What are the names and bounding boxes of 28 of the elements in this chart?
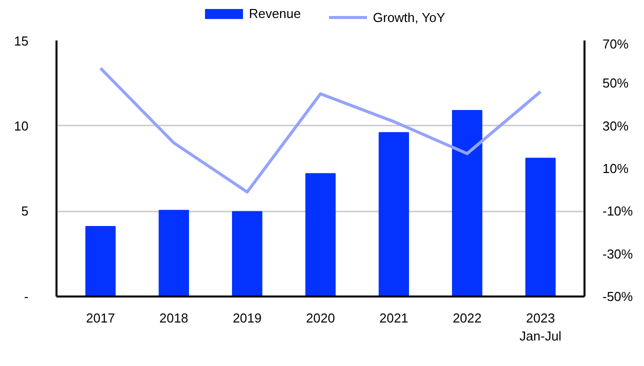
- x-tick-label: 2020: [306, 310, 335, 326]
- legend-label: Revenue: [248, 5, 301, 23]
- bar: [452, 110, 482, 296]
- y-tick-label: 15: [14, 34, 29, 48]
- legend-label: Growth, YoY: [372, 8, 446, 26]
- x-tick-label: 2018: [159, 310, 188, 326]
- bar: [378, 132, 409, 296]
- y2-tick-label: -30%: [602, 246, 634, 262]
- bar: [305, 173, 336, 296]
- y2-tick-label: 50%: [602, 76, 629, 91]
- x-tick-label: 2019: [232, 310, 262, 326]
- y-tick-label: 10: [14, 118, 29, 134]
- bar: [232, 211, 262, 296]
- bar: [158, 210, 189, 296]
- y2-tick-label: 30%: [602, 118, 629, 134]
- y2-tick-label: -50%: [602, 289, 634, 304]
- y2-tick-label: -10%: [602, 204, 634, 219]
- x-tick-label: 2017: [86, 310, 115, 326]
- x-tick-label: 2023 Jan-Jul: [520, 310, 562, 344]
- x-tick-label: 2022: [452, 310, 482, 326]
- y2-tick-label: 10%: [602, 161, 629, 176]
- y-tick-label: 5: [21, 204, 29, 219]
- x-tick-label: 2021: [379, 310, 408, 326]
- y2-tick-label: 70%: [602, 36, 629, 52]
- line-series: [99, 66, 542, 194]
- bar: [85, 226, 116, 296]
- bar: [525, 158, 556, 296]
- y-tick-label: -: [24, 289, 29, 304]
